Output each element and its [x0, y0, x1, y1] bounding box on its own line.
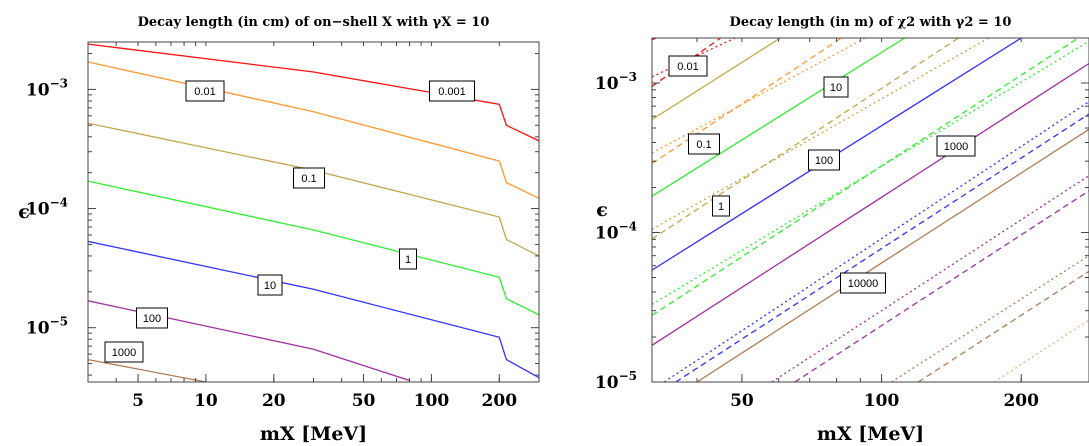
x-tick-label: 20 — [262, 391, 286, 411]
contour-label-text: 0.001 — [438, 86, 466, 98]
contour-label-text: 1 — [405, 254, 411, 266]
y-tick-exponent: −3 — [619, 70, 637, 84]
y-tick-exponent: −4 — [50, 196, 68, 210]
y-tick-label: 10−4 — [595, 220, 637, 244]
contour-label-box — [688, 133, 720, 155]
contour-label-text: 100 — [815, 155, 833, 167]
contour-label: 0.1 — [688, 133, 720, 155]
contour-label-box — [840, 272, 886, 294]
series-line-0.001 — [88, 43, 539, 142]
contour-label-text: 100 — [143, 313, 161, 325]
series-line-dotted-tan — [993, 319, 1089, 382]
y-tick-label: 10−3 — [595, 70, 637, 94]
x-tick-label: 200 — [1003, 391, 1039, 411]
y-axis-label: ϵ — [596, 199, 608, 221]
contour-label-text: 10 — [264, 280, 276, 292]
series-line-1000 — [88, 358, 207, 382]
contour-label: 1000 — [936, 135, 976, 157]
x-tick-label: 100 — [864, 391, 900, 411]
series-line-100 — [652, 62, 1089, 346]
series-line-dotted-orange — [652, 38, 867, 154]
contour-label: 1 — [712, 195, 730, 217]
chart-2: Decay length (in m) of χ2 with γ2 = 10 50… — [595, 15, 1089, 445]
contour-label-text: 0.01 — [677, 61, 698, 73]
contour-label-box — [257, 274, 283, 296]
contour-label: 0.01 — [668, 55, 708, 77]
series-line-0.1 — [88, 122, 539, 257]
series-line-1000 — [696, 128, 1089, 382]
x-tick-label: 50 — [352, 391, 376, 411]
contour-label-box — [823, 76, 849, 98]
contour-label-text: 0.01 — [194, 86, 215, 98]
contour-label-box — [399, 248, 417, 270]
chart-title: Decay length (in m) of χ2 with γ2 = 10 — [730, 15, 1012, 30]
x-tick-label: 10 — [194, 391, 218, 411]
series-line-dotted-blue — [663, 101, 1089, 382]
series-line-1 — [652, 38, 906, 197]
series-line-dashed-olive — [652, 38, 960, 240]
series-line-dotted-brown — [891, 255, 1089, 382]
contour-label: 1000 — [104, 341, 144, 363]
contour-label-box — [808, 149, 840, 171]
contour-label-text: 1000 — [112, 347, 136, 359]
chart-title: Decay length (in cm) of on−shell X with … — [138, 15, 490, 30]
y-tick-label: 10−5 — [595, 369, 637, 393]
y-tick-exponent: −4 — [619, 220, 637, 234]
series-line-dashed-orange — [652, 38, 843, 164]
contour-label-box — [712, 195, 730, 217]
series-line-dashed-purple — [794, 190, 1089, 382]
x-axis-label: mX [MeV] — [817, 423, 924, 445]
y-tick-exponent: −5 — [50, 315, 68, 329]
contour-label-text: 0.1 — [696, 139, 711, 151]
x-axis-label: mX [MeV] — [260, 423, 367, 445]
contour-label-box — [136, 307, 168, 329]
contour-label-box — [668, 55, 708, 77]
x-tick-label: 100 — [414, 391, 450, 411]
series-line-10 — [88, 240, 539, 379]
contour-label-box — [429, 80, 475, 102]
contour-label-text: 10 — [830, 82, 842, 94]
series-line-0.1 — [652, 38, 782, 121]
x-tick-label: 50 — [730, 391, 754, 411]
series-line-dotted-green — [652, 40, 1089, 306]
contour-label-box — [293, 167, 325, 189]
contour-label-text: 10000 — [848, 278, 879, 290]
contour-label-text: 1000 — [944, 141, 968, 153]
contour-label: 100 — [808, 149, 840, 171]
contour-label-box — [104, 341, 144, 363]
contour-label: 100 — [136, 307, 168, 329]
contour-label: 10 — [257, 274, 283, 296]
y-tick-exponent: −3 — [50, 76, 68, 90]
x-tick-label: 200 — [482, 391, 518, 411]
series-group — [652, 38, 1089, 382]
series-line-dotted-purple — [771, 175, 1089, 382]
y-tick-exponent: −5 — [619, 369, 637, 383]
contour-label-box — [936, 135, 976, 157]
plot-frame — [651, 37, 1089, 383]
series-line-dotted-olive — [652, 38, 990, 230]
contour-label: 10 — [823, 76, 849, 98]
contour-label: 1 — [399, 248, 417, 270]
contour-label-text: 0.1 — [301, 173, 316, 185]
contour-label-box — [185, 80, 225, 102]
y-tick-label: 10−4 — [26, 196, 68, 220]
y-tick-label: 10−5 — [26, 315, 68, 339]
series-line-dashed-blue — [675, 113, 1089, 382]
contour-label: 0.01 — [185, 80, 225, 102]
series-line-1 — [88, 180, 539, 316]
series-line-dashed-green — [652, 38, 1080, 316]
series-line-dotted-red — [652, 38, 737, 78]
contour-label: 0.001 — [429, 80, 475, 102]
series-line-0.01 — [88, 61, 539, 199]
series-line-0.01 — [652, 38, 658, 41]
chart-1: Decay length (in cm) of on−shell X with … — [18, 15, 540, 445]
y-tick-label: 10−3 — [26, 76, 68, 100]
contour-label-text: 1 — [718, 201, 724, 213]
contour-label: 10000 — [840, 272, 886, 294]
x-tick-label: 5 — [132, 391, 144, 411]
contour-label: 0.1 — [293, 167, 325, 189]
series-line-dashed-brown — [917, 270, 1089, 382]
y-axis-label: ϵ — [18, 201, 30, 223]
